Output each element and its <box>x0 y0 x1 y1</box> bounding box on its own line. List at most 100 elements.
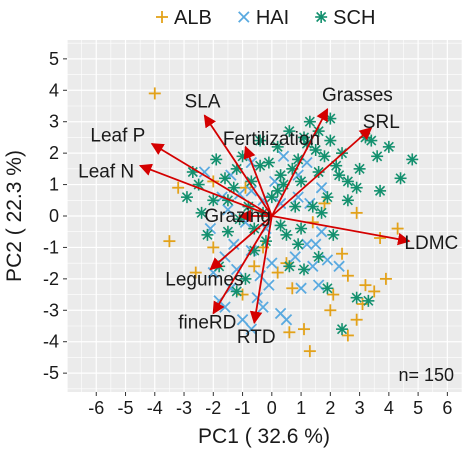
data-point-sch <box>306 200 319 213</box>
loading-arrow <box>203 114 273 217</box>
y-tick-label: 2 <box>49 143 59 163</box>
marker-stroke <box>198 166 211 178</box>
data-point-hai <box>289 251 301 263</box>
marker-stroke <box>222 195 233 206</box>
x-tick-label: 6 <box>442 398 452 418</box>
data-point-alb <box>379 272 392 285</box>
data-point-sch <box>289 200 302 213</box>
data-point-alb <box>271 266 284 279</box>
loading-label: RTD <box>237 327 276 348</box>
marker-stroke <box>342 195 353 206</box>
marker-stroke <box>363 295 374 306</box>
data-point-sch <box>280 228 293 241</box>
marker-stroke <box>295 282 307 295</box>
data-point-sch <box>219 172 231 185</box>
loading-label: fineRD <box>178 312 236 333</box>
marker-stroke <box>304 116 315 127</box>
marker-stroke <box>313 251 324 262</box>
data-point-sch <box>312 125 325 138</box>
legend: ALB HAI SCH <box>156 7 375 29</box>
marker-stroke <box>231 163 242 174</box>
legend-key-sch <box>315 11 328 23</box>
x-tick-label: -2 <box>205 398 221 418</box>
data-point-sch <box>321 191 334 204</box>
data-point-hai <box>301 238 313 251</box>
data-point-hai <box>292 191 304 203</box>
data-point-sch <box>327 228 340 241</box>
marker-stroke <box>225 282 237 295</box>
data-point-hai <box>245 323 258 335</box>
marker-stroke <box>251 291 263 304</box>
data-point-alb <box>286 282 299 295</box>
x-tick-label: 2 <box>325 398 335 418</box>
data-point-sch <box>207 194 220 207</box>
y-tick-label: -5 <box>43 363 59 383</box>
marker-stroke <box>233 188 246 200</box>
data-point-sch <box>295 175 308 188</box>
data-point-sch <box>318 150 331 163</box>
data-point-alb <box>236 288 249 301</box>
x-tick-label: 0 <box>267 398 277 418</box>
y-tick-label: 0 <box>49 206 59 226</box>
y-tick-label: -1 <box>43 237 59 257</box>
data-point-sch <box>201 228 214 241</box>
loading-arrow <box>271 127 373 217</box>
x-tick-label: 3 <box>355 398 365 418</box>
marker-stroke <box>322 283 333 294</box>
marker-stroke <box>312 279 325 291</box>
marker-stroke <box>281 229 292 240</box>
marker-stroke <box>319 151 330 162</box>
data-point-alb <box>148 87 161 100</box>
data-point-alb <box>163 235 176 248</box>
marker-stroke <box>342 176 353 187</box>
marker-stroke <box>228 238 240 251</box>
marker-stroke <box>284 126 295 137</box>
loading-arrow <box>243 145 273 217</box>
legend-label: ALB <box>174 7 212 29</box>
marker-stroke <box>296 176 307 187</box>
data-point-hai <box>266 257 278 269</box>
legend-label: SCH <box>333 7 375 29</box>
data-point-sch <box>382 140 395 153</box>
data-point-alb <box>207 241 220 254</box>
data-point-hai <box>228 238 240 251</box>
marker-stroke <box>293 154 304 165</box>
data-point-sch <box>274 169 287 182</box>
marker-stroke <box>208 195 219 206</box>
marker-stroke <box>240 273 251 284</box>
data-point-sch <box>312 250 325 263</box>
marker-stroke <box>289 251 301 263</box>
marker-stroke <box>307 201 318 212</box>
data-point-hai <box>309 238 322 251</box>
marker-stroke <box>257 301 269 313</box>
data-point-sch <box>341 194 354 207</box>
marker-stroke <box>298 132 310 143</box>
data-point-hai <box>257 301 269 313</box>
loading-label: SRL <box>363 112 400 133</box>
marker-stroke <box>222 226 233 237</box>
loading-label: Leaf N <box>78 162 134 183</box>
marker-stroke <box>211 154 222 165</box>
marker-stroke <box>351 182 362 193</box>
marker-stroke <box>292 191 304 203</box>
data-point-alb <box>368 285 381 298</box>
marker-stroke <box>263 157 274 168</box>
marker-stroke <box>334 170 345 181</box>
marker-stroke <box>287 163 298 174</box>
marker-stroke <box>293 239 304 250</box>
marker-stroke <box>277 150 290 163</box>
marker-stroke <box>249 245 260 256</box>
legend-key-alb <box>156 11 168 23</box>
marker-stroke <box>328 229 339 240</box>
data-point-alb <box>350 313 363 326</box>
data-point-hai <box>236 313 249 326</box>
marker-stroke <box>219 173 231 184</box>
data-point-alb <box>356 298 369 310</box>
data-point-alb <box>248 260 261 273</box>
marker-stroke <box>315 225 328 238</box>
marker-stroke <box>245 323 258 335</box>
marker-stroke <box>375 185 386 196</box>
marker-stroke <box>236 313 249 326</box>
marker-stroke <box>310 144 321 156</box>
data-point-sch <box>303 115 316 128</box>
